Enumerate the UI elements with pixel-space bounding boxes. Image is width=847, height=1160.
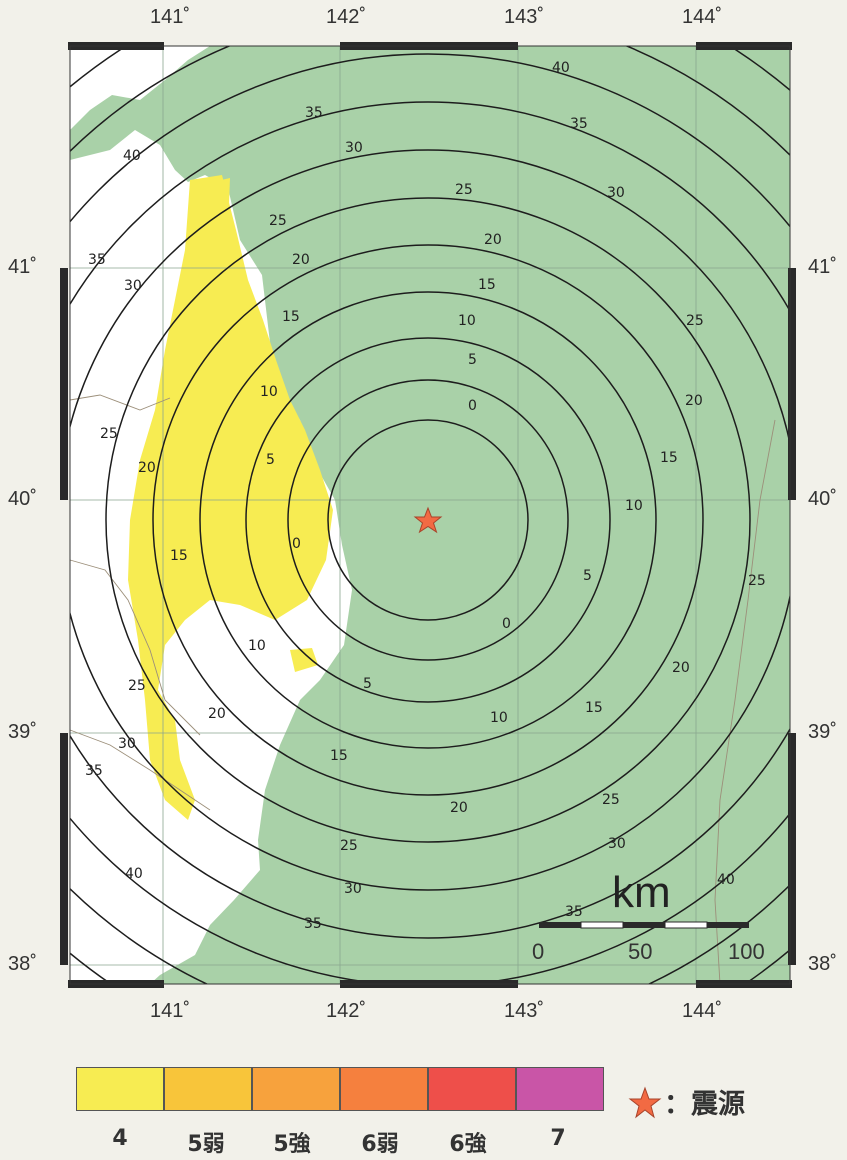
longitude-tick-top: 141˚ xyxy=(150,6,191,28)
contour-label: 30 xyxy=(344,881,362,897)
contour-label: 5 xyxy=(468,352,477,368)
legend-label: 6弱 xyxy=(361,1132,399,1157)
contour-label: 30 xyxy=(118,736,136,752)
contour-label: 35 xyxy=(565,904,583,920)
prefecture-borders xyxy=(69,394,776,985)
contour-label: 30 xyxy=(345,140,363,156)
legend-star-icon xyxy=(628,1086,662,1119)
contour-label: 15 xyxy=(282,309,300,325)
contour-labels: 0 5 10 15 20 25 30 35 40 0 5 10 15 20 25… xyxy=(85,60,766,932)
contour-label: 20 xyxy=(450,800,468,816)
contour-label: 15 xyxy=(585,700,603,716)
contour-label: 10 xyxy=(260,384,278,400)
contour-label: 40 xyxy=(123,148,141,164)
contour-label: 35 xyxy=(304,916,322,932)
contour-label: 25 xyxy=(455,182,473,198)
intensity-4-area-north xyxy=(200,178,230,240)
map-frame xyxy=(69,45,791,985)
latitude-tick-left: 38˚ xyxy=(8,953,37,975)
contour-label: 5 xyxy=(363,676,372,692)
latitude-tick-left: 41˚ xyxy=(8,256,37,278)
longitude-tick-bottom: 143˚ xyxy=(504,1000,545,1022)
contour-label: 40 xyxy=(717,872,735,888)
legend-label: 6強 xyxy=(449,1132,487,1157)
longitude-tick-top: 142˚ xyxy=(326,6,367,28)
contour-label: 25 xyxy=(602,792,620,808)
contour-label: 25 xyxy=(128,678,146,694)
contour-label: 35 xyxy=(570,116,588,132)
latitude-tick-right: 41˚ xyxy=(808,256,837,278)
contour-label: 0 xyxy=(292,536,301,552)
legend-color-5-lower xyxy=(164,1067,252,1111)
scale-label: 0 xyxy=(532,939,545,964)
latitude-tick-left: 39˚ xyxy=(8,721,37,743)
contour-label: 25 xyxy=(686,313,704,329)
longitude-tick-top: 143˚ xyxy=(504,6,545,28)
contour-label: 25 xyxy=(100,426,118,442)
legend-label: 5強 xyxy=(273,1132,311,1157)
contour-label: 35 xyxy=(305,105,323,121)
contour-label: 25 xyxy=(748,573,766,589)
scale-label: 50 xyxy=(628,939,653,964)
contour-label: 15 xyxy=(660,450,678,466)
legend-label: 7 xyxy=(550,1126,566,1151)
longitude-tick-bottom: 142˚ xyxy=(326,1000,367,1022)
legend-color-6-lower xyxy=(340,1067,428,1111)
legend-color-6-upper xyxy=(428,1067,516,1111)
contour-label: 5 xyxy=(266,452,275,468)
longitude-tick-top: 144˚ xyxy=(682,6,723,28)
contour-label: 15 xyxy=(478,277,496,293)
contour-label: 10 xyxy=(248,638,266,654)
legend-color-7 xyxy=(516,1067,604,1111)
epicenter-legend-label: ：震源 xyxy=(664,1089,745,1120)
contour-label: 10 xyxy=(458,313,476,329)
intensity-4-area-east xyxy=(290,648,318,672)
latitude-tick-left: 40˚ xyxy=(8,488,37,510)
scale-label: 100 xyxy=(728,939,765,964)
legend-label: 4 xyxy=(112,1126,128,1151)
contour-label: 30 xyxy=(608,836,626,852)
contour-label: 20 xyxy=(138,460,156,476)
contour-label: 20 xyxy=(208,706,226,722)
contour-label: 10 xyxy=(490,710,508,726)
scale-unit: km xyxy=(612,868,671,917)
longitude-tick-bottom: 141˚ xyxy=(150,1000,191,1022)
contour-label: 15 xyxy=(330,748,348,764)
contour-label: 5 xyxy=(583,568,592,584)
legend-label: 5弱 xyxy=(187,1132,225,1157)
intensity-4-area xyxy=(128,175,333,820)
contour-label: 25 xyxy=(340,838,358,854)
contour-lines xyxy=(70,46,790,984)
epicenter-star-icon xyxy=(413,506,443,534)
contour-label: 35 xyxy=(88,252,106,268)
contour-label: 35 xyxy=(85,763,103,779)
contour-label: 40 xyxy=(552,60,570,76)
graticule xyxy=(70,46,790,984)
scale-bar xyxy=(539,921,749,929)
latitude-tick-right: 38˚ xyxy=(808,953,837,975)
contour-label: 20 xyxy=(685,393,703,409)
contour-label: 0 xyxy=(468,398,477,414)
contour-label: 30 xyxy=(124,278,142,294)
legend-color-4 xyxy=(76,1067,164,1111)
contour-label: 25 xyxy=(269,213,287,229)
contour-label: 15 xyxy=(170,548,188,564)
contour-label: 30 xyxy=(607,185,625,201)
contour-label: 20 xyxy=(484,232,502,248)
contour-label: 0 xyxy=(502,616,511,632)
contour-label: 40 xyxy=(125,866,143,882)
contour-label: 20 xyxy=(292,252,310,268)
latitude-tick-right: 40˚ xyxy=(808,488,837,510)
latitude-tick-right: 39˚ xyxy=(808,721,837,743)
contour-label: 20 xyxy=(672,660,690,676)
contour-label: 10 xyxy=(625,498,643,514)
legend-color-5-upper xyxy=(252,1067,340,1111)
longitude-tick-bottom: 144˚ xyxy=(682,1000,723,1022)
